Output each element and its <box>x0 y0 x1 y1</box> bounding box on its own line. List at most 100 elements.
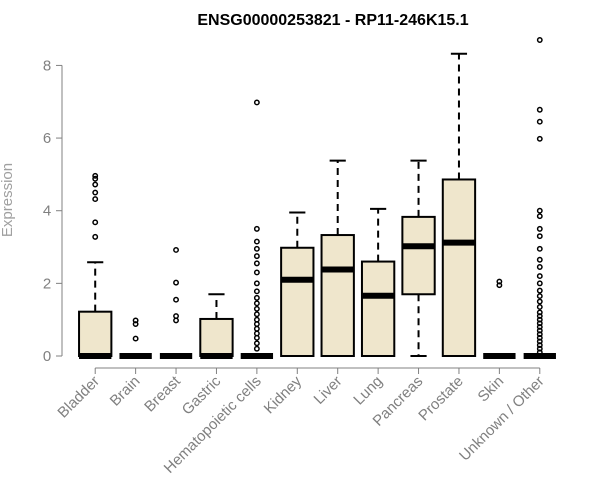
box-6 <box>320 159 355 357</box>
boxes-group <box>78 37 556 359</box>
box-3 <box>199 293 234 359</box>
outlier-point <box>536 313 543 319</box>
outlier-point <box>536 334 543 341</box>
outlier-point <box>536 106 543 113</box>
y-tick-label-3: 6 <box>43 130 51 147</box>
box-8 <box>401 159 436 357</box>
x-tick-label-2: Breast <box>141 372 184 415</box>
y-tick-label-4: 8 <box>43 57 51 74</box>
box-body <box>280 246 315 358</box>
outlier-point <box>253 99 260 106</box>
y-tick-label-0: 0 <box>43 348 51 365</box>
outlier-point <box>253 280 260 287</box>
outlier-point <box>92 172 99 179</box>
outlier-point <box>536 213 543 220</box>
outlier-point <box>253 300 260 307</box>
box-11 <box>523 37 556 359</box>
outlier-point <box>132 317 139 324</box>
box-5 <box>280 211 315 358</box>
outlier-point <box>496 278 503 285</box>
chart-title: ENSG00000253821 - RP11-246K15.1 <box>197 12 468 29</box>
outlier-point <box>536 245 543 252</box>
outlier-point <box>253 325 260 332</box>
outlier-point <box>536 331 543 338</box>
x-tick-label-0: Bladder <box>54 373 103 422</box>
box-body <box>441 178 477 357</box>
box-body <box>78 310 113 357</box>
x-tick-label-5: Kidney <box>261 372 306 417</box>
box-body <box>401 215 436 296</box>
x-tick-label-1: Brain <box>107 373 144 410</box>
outlier-point <box>253 260 260 267</box>
outlier-point <box>536 304 543 310</box>
outlier-point <box>173 296 179 303</box>
outlier-point <box>92 189 99 196</box>
outlier-point <box>253 225 260 232</box>
outlier-point <box>253 245 260 252</box>
outlier-point <box>253 345 260 352</box>
box-body <box>320 234 355 357</box>
outlier-point <box>173 246 179 253</box>
y-axis: 0 2 4 6 8 <box>43 57 63 365</box>
outlier-point <box>253 330 260 337</box>
outlier-point <box>536 118 543 125</box>
outlier-point <box>536 293 543 300</box>
outlier-point <box>536 316 543 323</box>
outlier-point <box>253 316 260 323</box>
outlier-point <box>536 233 543 240</box>
outlier-point <box>92 233 99 240</box>
box-body <box>360 260 396 358</box>
outlier-point <box>253 238 260 245</box>
outlier-point <box>92 175 99 182</box>
outlier-point <box>253 294 260 301</box>
outlier-point <box>92 196 99 203</box>
x-tick-label-6: Liver <box>311 373 346 408</box>
outlier-point <box>536 264 543 270</box>
x-tick-label-7: Lung <box>350 373 386 409</box>
box-body <box>199 317 234 357</box>
box-4 <box>240 99 274 359</box>
outlier-point <box>536 323 543 330</box>
outlier-point <box>536 309 543 316</box>
outlier-point <box>536 345 543 352</box>
outlier-point <box>536 287 543 294</box>
outlier-point <box>536 327 543 334</box>
outlier-point <box>536 225 543 232</box>
outlier-point <box>536 338 543 345</box>
box-1 <box>119 317 152 359</box>
outlier-point <box>253 288 260 295</box>
outlier-point <box>173 313 179 319</box>
outlier-point <box>536 349 543 356</box>
y-tick-label-1: 2 <box>43 275 51 292</box>
outlier-point <box>253 269 260 276</box>
outlier-point <box>536 280 543 287</box>
x-tick-label-10: Skin <box>475 373 508 406</box>
outlier-point <box>536 135 543 142</box>
box-9 <box>441 52 477 357</box>
outlier-point <box>92 219 99 226</box>
y-tick-label-2: 4 <box>43 203 51 220</box>
y-axis-label: Expression <box>0 163 16 237</box>
outlier-point <box>536 342 543 349</box>
outlier-point <box>253 340 260 347</box>
outlier-point <box>536 256 543 263</box>
box-7 <box>360 207 396 358</box>
outlier-point <box>253 305 260 312</box>
outlier-point <box>536 37 543 43</box>
outlier-point <box>173 279 179 286</box>
outlier-point <box>536 298 543 305</box>
outlier-point <box>132 321 139 327</box>
outlier-point <box>536 207 543 214</box>
outlier-point <box>92 181 99 188</box>
box-2 <box>159 246 193 359</box>
outlier-point <box>536 273 543 280</box>
box-0 <box>78 172 113 359</box>
outlier-point <box>536 320 543 327</box>
outlier-point <box>253 311 260 318</box>
x-tick-label-9: Prostate <box>415 373 467 425</box>
box-10 <box>483 278 516 359</box>
outlier-point <box>253 253 260 260</box>
outlier-point <box>132 335 139 342</box>
